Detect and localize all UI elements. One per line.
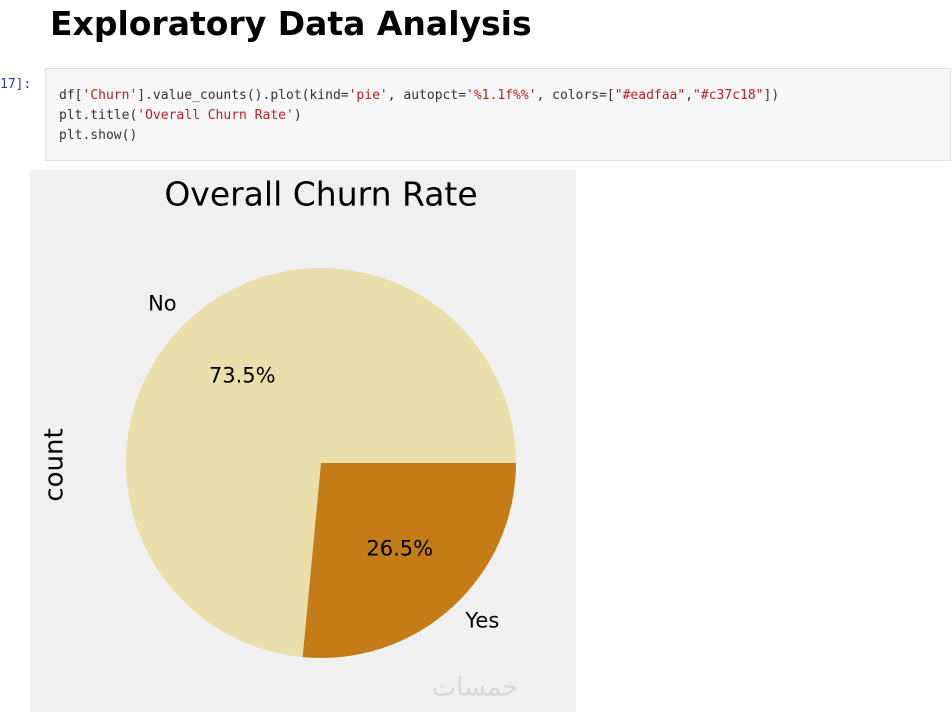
code-token: "#eadfaa" [614, 88, 686, 103]
code-cell[interactable]: df['Churn'].value_counts().plot(kind='pi… [45, 68, 951, 161]
code-token: plt.show() [59, 128, 138, 143]
watermark: خمسات [432, 673, 519, 703]
code-token: 'pie' [348, 88, 388, 103]
code-token: ].value_counts().plot(kind= [137, 88, 349, 103]
code-token: ) [293, 108, 302, 123]
code-token: '%1.1f%%' [466, 88, 537, 103]
value-label: 26.5% [366, 537, 433, 561]
wedge-label: Yes [464, 609, 499, 633]
code-line: plt.show() [59, 126, 950, 146]
code-token: 'Overall Churn Rate' [137, 108, 294, 123]
code-token: plt.title( [59, 108, 138, 123]
code-token: ]) [763, 88, 780, 103]
code-line: plt.title('Overall Churn Rate') [59, 106, 950, 126]
chart-title: Overall Churn Rate [164, 175, 477, 214]
heading: Exploratory Data Analysis [50, 4, 532, 43]
wedge-label: No [148, 291, 177, 315]
code-token: 'Churn' [82, 88, 138, 103]
code-token: , autopct= [387, 88, 467, 103]
pie-wedge [302, 463, 516, 658]
code-token: df[ [59, 88, 83, 103]
value-label: 73.5% [209, 363, 276, 387]
code-token: , [685, 88, 694, 103]
code: df['Churn'].value_counts().plot(kind='pi… [46, 69, 950, 146]
cell-prompt: 17]: [0, 77, 32, 92]
code-token: "#c37c18" [693, 88, 764, 103]
code-token: , colors=[ [536, 88, 615, 103]
y-axis-label: count [40, 428, 70, 501]
pie-wedge [126, 268, 517, 658]
code-line: df['Churn'].value_counts().plot(kind='pi… [59, 86, 950, 106]
